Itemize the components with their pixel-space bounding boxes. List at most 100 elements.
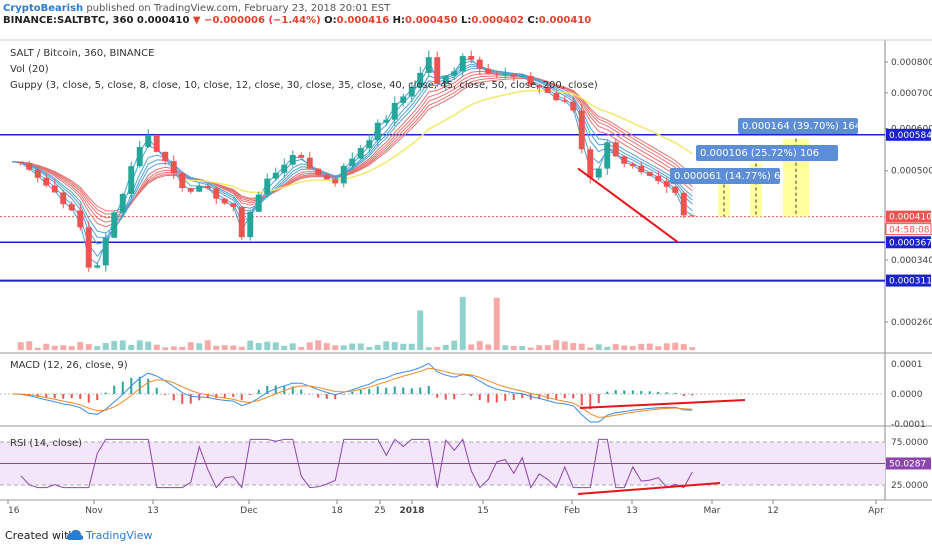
volume-bar bbox=[485, 344, 492, 350]
candle-body bbox=[383, 119, 390, 123]
volume-bar bbox=[578, 343, 585, 350]
volume-bar bbox=[544, 345, 551, 350]
volume-bar bbox=[51, 345, 58, 350]
macd-hist-bar bbox=[300, 389, 303, 394]
macd-hist-bar bbox=[368, 388, 371, 394]
volume-bar bbox=[349, 343, 356, 350]
published-text: published on TradingView.com, February 2… bbox=[86, 3, 391, 14]
volume-bar bbox=[332, 345, 339, 350]
candle-body bbox=[340, 165, 347, 184]
volume-bar bbox=[179, 346, 186, 350]
candle-body bbox=[306, 157, 313, 169]
macd-hist-bar bbox=[266, 385, 269, 394]
rsi-tick-label: 25.0000 bbox=[891, 481, 928, 491]
candle-body bbox=[434, 57, 441, 84]
macd-hist-bar bbox=[376, 386, 379, 394]
macd-tick-label: 0.0000 bbox=[891, 390, 923, 400]
candle-body bbox=[621, 156, 628, 164]
candle-body bbox=[264, 178, 271, 195]
volume-bar bbox=[111, 340, 118, 350]
candle-body bbox=[281, 164, 288, 173]
target-label: 0.000106 (25.72%) 106 bbox=[700, 148, 819, 159]
candle-body bbox=[400, 96, 407, 103]
ohlc-line: BINANCE:SALTBTC, 360 0.000410 ▼ −0.00000… bbox=[3, 15, 591, 26]
tradingview-brand[interactable]: TradingView bbox=[86, 529, 153, 542]
volume-bar bbox=[272, 342, 279, 350]
candle-body bbox=[162, 151, 169, 162]
macd-trendline bbox=[579, 399, 746, 409]
volume-bar bbox=[621, 345, 628, 350]
time-tick-label: 13 bbox=[626, 506, 637, 516]
candle-body bbox=[349, 158, 356, 166]
volume-bar bbox=[153, 344, 160, 350]
candle-body bbox=[680, 192, 687, 216]
last-price-tag-label: 0.000410 bbox=[889, 213, 932, 223]
candle-body bbox=[323, 174, 330, 180]
price-tick-label: 0.000500 bbox=[891, 167, 932, 177]
macd-hist-bar bbox=[62, 394, 65, 399]
volume-bar bbox=[204, 340, 211, 350]
volume-bar bbox=[587, 347, 594, 350]
macd-tick-label: 0.0001 bbox=[891, 360, 923, 370]
candle-body bbox=[366, 140, 373, 148]
footer: Created with TradingView bbox=[0, 522, 932, 550]
time-tick-label: Nov bbox=[85, 506, 103, 516]
macd-hist-bar bbox=[206, 394, 209, 399]
volume-bar bbox=[527, 347, 534, 350]
volume-bar bbox=[374, 344, 381, 350]
volume-bar bbox=[289, 343, 296, 350]
price-tick-label: 0.000800 bbox=[891, 58, 932, 68]
macd-hist-bar bbox=[453, 394, 456, 400]
candle-body bbox=[85, 227, 92, 268]
author-link[interactable]: CryptoBearish bbox=[3, 3, 84, 14]
countdown-tag bbox=[885, 223, 932, 236]
tradingview-cloud-icon bbox=[66, 529, 84, 540]
volume-bar bbox=[255, 343, 262, 350]
volume-bar bbox=[510, 346, 517, 350]
candle-body bbox=[94, 265, 101, 268]
volume-bar bbox=[247, 340, 254, 350]
candle-body bbox=[221, 198, 228, 204]
macd-hist-bar bbox=[444, 394, 447, 400]
macd-hist-bar bbox=[308, 394, 311, 395]
macd-hist-bar bbox=[648, 391, 651, 394]
rsi-value-tag bbox=[886, 457, 931, 470]
level-tag bbox=[886, 236, 931, 249]
volume-bar bbox=[136, 340, 143, 350]
countdown-label: 04:58:08 bbox=[889, 226, 930, 236]
candle-body bbox=[187, 188, 194, 192]
macd-hist-bar bbox=[342, 394, 345, 395]
time-tick-label: Apr bbox=[868, 506, 884, 516]
candle-body bbox=[315, 168, 322, 175]
macd-hist-bar bbox=[691, 394, 694, 396]
macd-signal-line bbox=[12, 367, 693, 419]
macd-hist-bar bbox=[232, 394, 235, 397]
rsi-tick-label: 75.0000 bbox=[891, 438, 928, 448]
rsi-legend: RSI (14, close) bbox=[10, 438, 83, 449]
time-tick-label: Dec bbox=[240, 506, 257, 516]
level-tag-label: 0.000584 bbox=[889, 131, 932, 141]
candle-body bbox=[102, 237, 109, 266]
close-label: C: bbox=[527, 15, 539, 26]
volume-bar bbox=[196, 343, 203, 350]
candle-body bbox=[34, 169, 41, 178]
down-arrow-icon: ▼ bbox=[192, 15, 201, 26]
macd-hist-bar bbox=[470, 394, 473, 396]
publish-line: CryptoBearish published on TradingView.c… bbox=[3, 3, 390, 14]
macd-hist-bar bbox=[317, 394, 320, 398]
volume-bar bbox=[315, 340, 322, 350]
macd-hist-bar bbox=[164, 394, 167, 396]
candle-body bbox=[672, 186, 679, 193]
volume-bar bbox=[119, 340, 126, 350]
time-tick-label: Mar bbox=[704, 506, 721, 516]
candle-body bbox=[451, 71, 458, 76]
high-value: 0.000450 bbox=[405, 15, 458, 26]
candle-body bbox=[570, 101, 577, 111]
volume-bar bbox=[425, 347, 432, 350]
candle-body bbox=[646, 172, 653, 176]
candle-body bbox=[544, 86, 551, 93]
volume-bar bbox=[663, 343, 670, 350]
candle-body bbox=[179, 173, 186, 189]
